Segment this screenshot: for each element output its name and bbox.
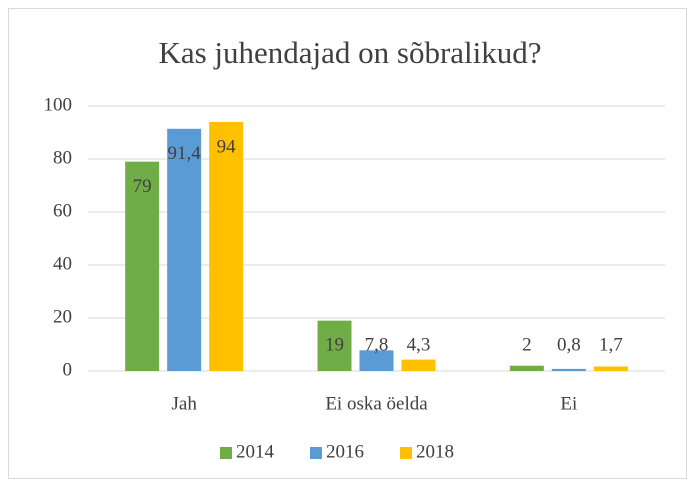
value-label: 2 — [522, 334, 532, 355]
y-tick-label: 80 — [53, 147, 72, 168]
legend-label: 2018 — [416, 441, 454, 462]
y-tick-label: 100 — [44, 94, 73, 115]
y-tick-label: 60 — [53, 200, 72, 221]
value-label: 0,8 — [557, 334, 581, 355]
y-tick-label: 40 — [53, 253, 72, 274]
value-label: 7,8 — [365, 334, 389, 355]
chart-title: Kas juhendajad on sõbralikud? — [158, 35, 541, 70]
legend-label: 2016 — [326, 441, 364, 462]
value-label: 91,4 — [168, 143, 202, 164]
bar — [209, 121, 244, 372]
legend-swatch — [310, 447, 322, 459]
bar — [359, 350, 394, 371]
bar — [551, 368, 586, 371]
x-tick-label: Ei — [560, 393, 577, 414]
value-label: 1,7 — [599, 334, 623, 355]
legend-swatch — [220, 447, 232, 459]
value-label: 4,3 — [407, 334, 431, 355]
bar — [509, 365, 544, 371]
bar — [401, 359, 436, 371]
bar — [593, 366, 628, 371]
chart-frame — [8, 8, 687, 479]
x-tick-label: Ei oska öelda — [325, 393, 428, 414]
value-label: 19 — [325, 334, 344, 355]
value-label: 79 — [133, 176, 152, 197]
bar — [317, 320, 352, 371]
bar — [125, 161, 160, 371]
bar — [167, 128, 202, 371]
value-label: 94 — [217, 136, 237, 157]
y-tick-label: 20 — [53, 306, 72, 327]
legend-label: 2014 — [236, 441, 275, 462]
legend-swatch — [400, 447, 412, 459]
x-tick-label: Jah — [172, 393, 198, 414]
y-tick-label: 0 — [63, 359, 73, 380]
